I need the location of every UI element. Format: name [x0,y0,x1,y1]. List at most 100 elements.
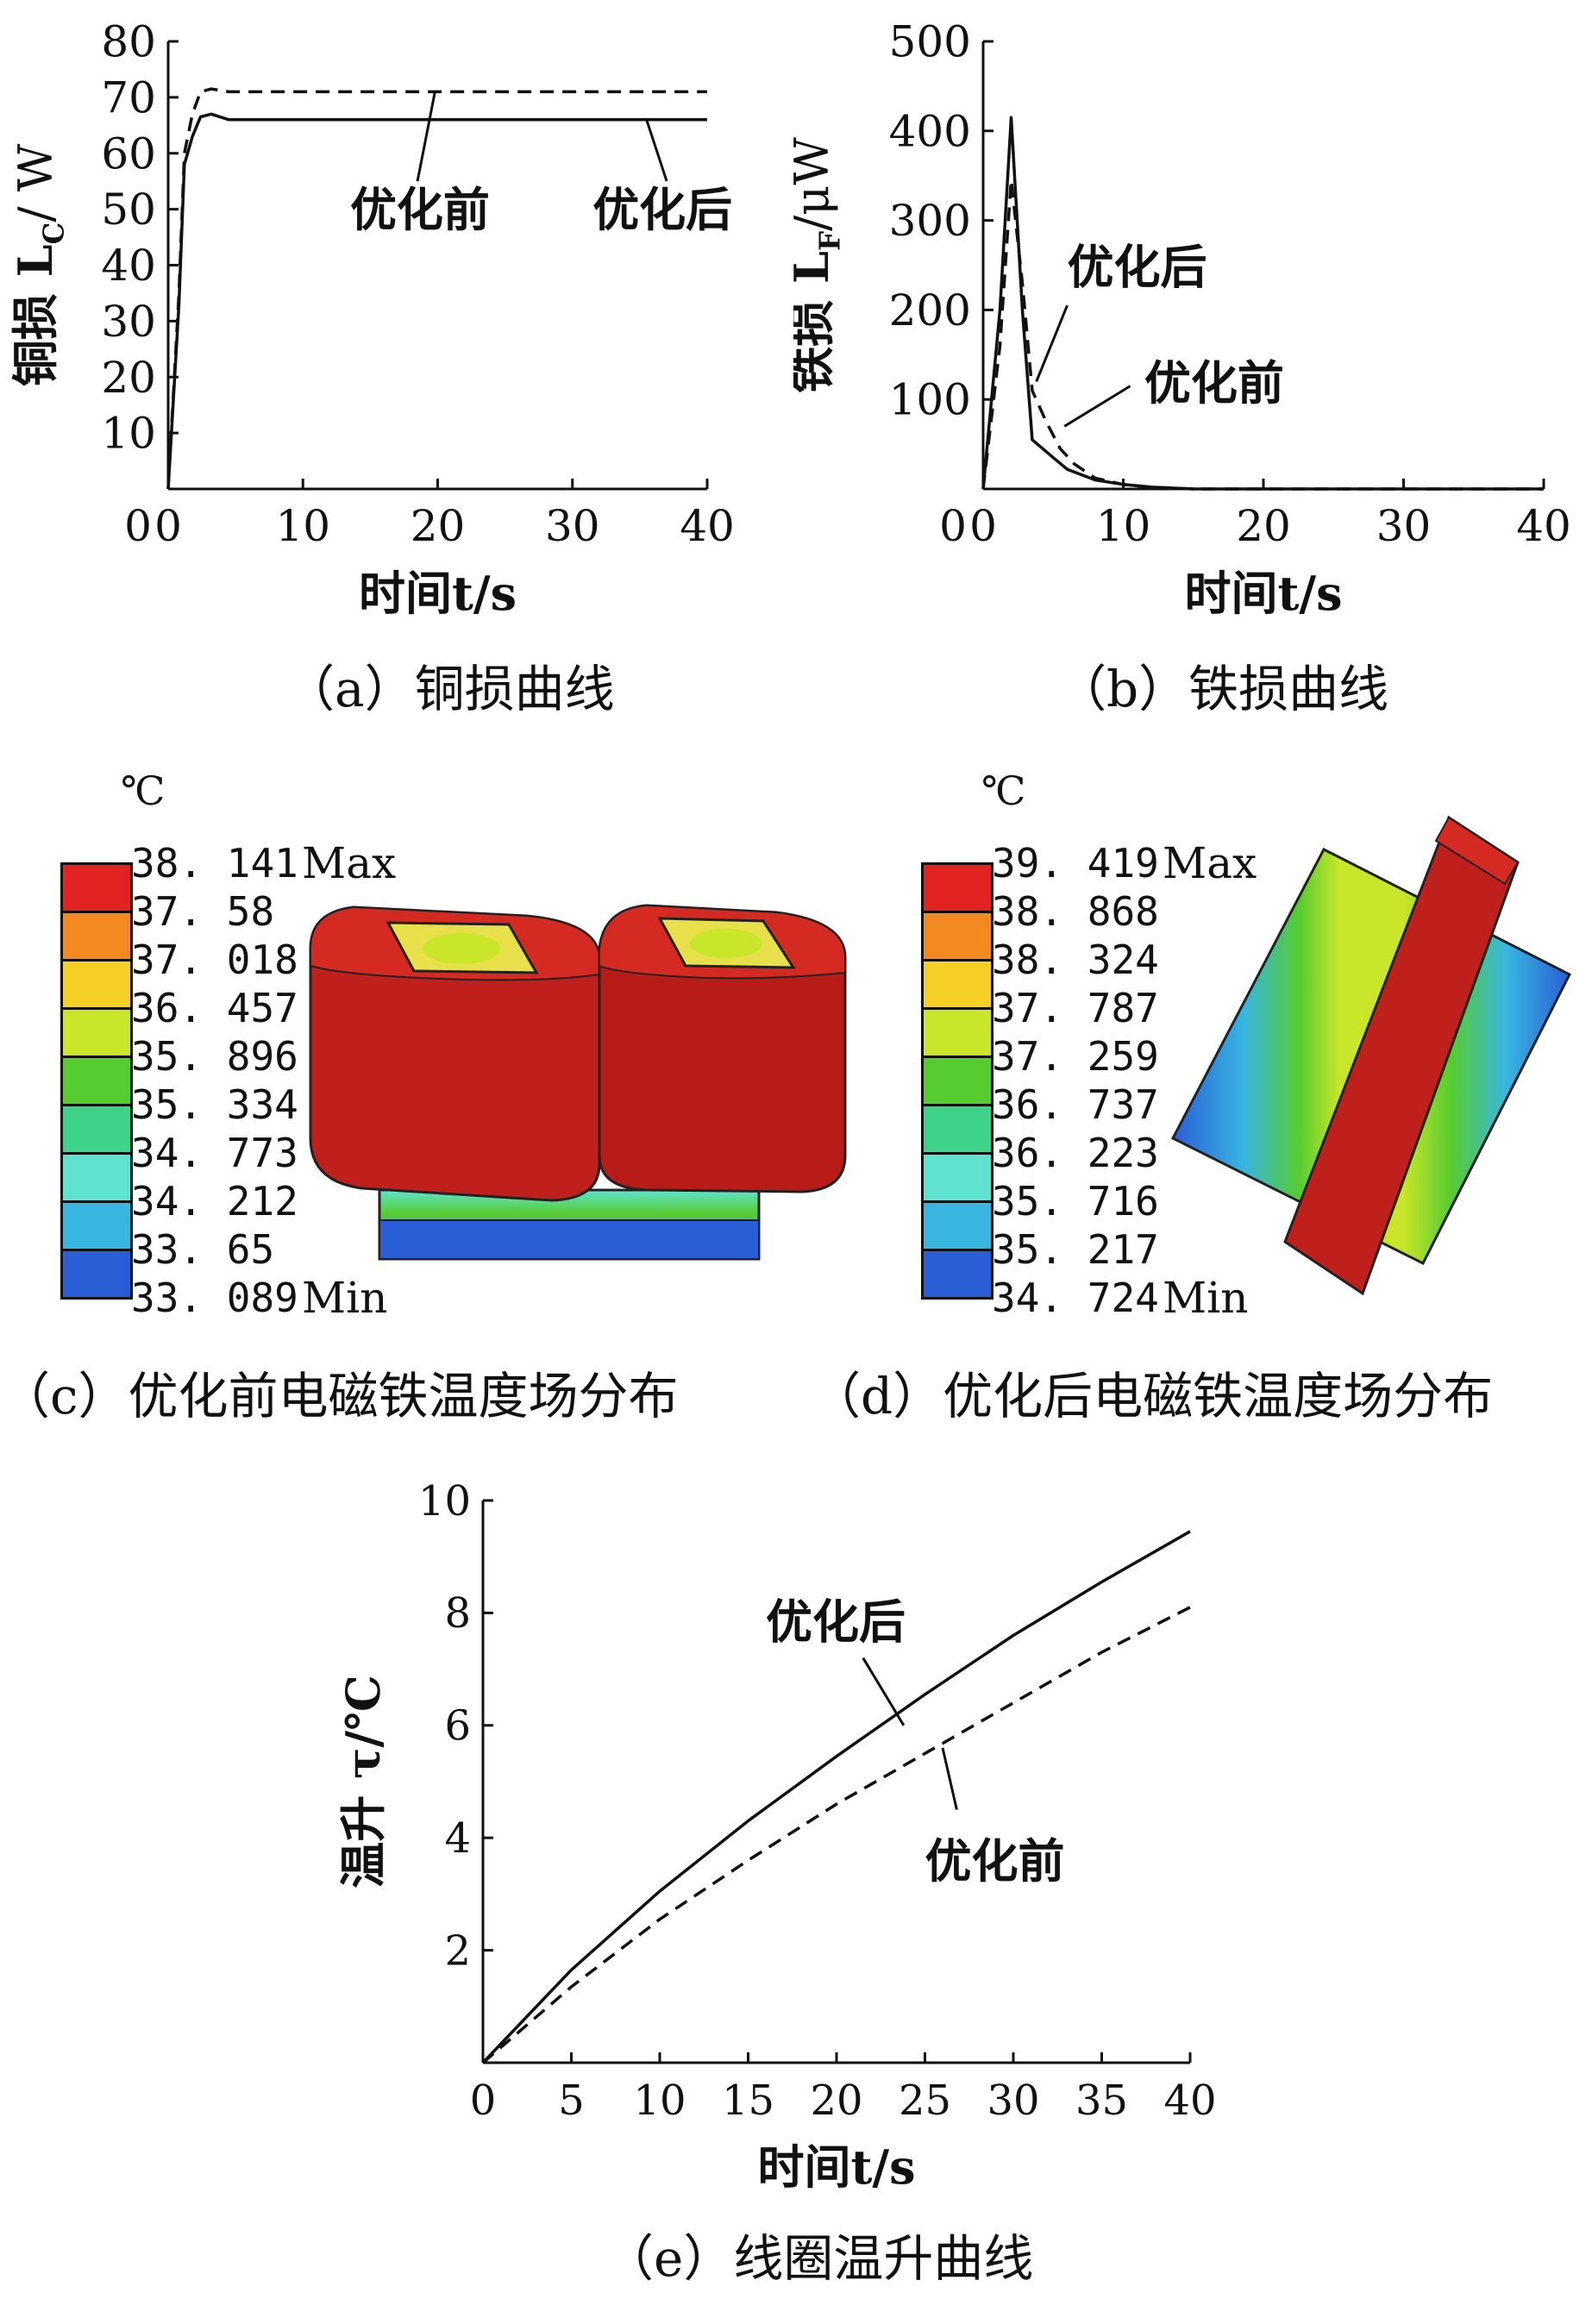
x-tick-label: 25 [899,2077,951,2125]
x-tick-label: 10 [1096,501,1151,551]
legend-max-label: Max [302,838,397,888]
annotation-label: 优化后 [766,1594,906,1650]
legend-swatch [60,1200,133,1251]
legend-max-label: Max [1163,838,1257,888]
series-line-1 [166,112,707,490]
x-tick-label: 30 [1376,501,1432,551]
x-tick-label: 15 [722,2077,774,2125]
legend-swatch [921,959,993,1010]
x-tick-label: 20 [1236,501,1291,551]
x-tick-label: 0 [939,501,967,551]
x-tick-label: 20 [411,501,466,551]
y-tick-label: 6 [444,1702,471,1751]
x-tick-label: 30 [987,2077,1039,2125]
legend-level: 37. 259 [992,1033,1159,1080]
caption-e: （e）线圈温升曲线 [604,2229,1034,2288]
legend-level: 35. 217 [992,1226,1159,1273]
x-tick-label: 40 [1163,2077,1216,2125]
y-tick-label: 20 [101,353,156,403]
legend-swatch [921,911,993,962]
x-tick-label: 40 [680,501,735,551]
caption-c: （c）优化前电磁铁温度场分布 [0,1367,679,1425]
x-tick-label: 20 [810,2077,862,2125]
y-tick-label: 80 [101,17,156,67]
legend-level: 35. 334 [131,1081,298,1128]
legend-unit: ℃ [981,767,1026,814]
legend-swatch [60,1104,133,1155]
annotation-leader [645,119,668,182]
y-axis-label: 铁损 LF/μW [793,137,847,393]
legend-level: 36. 457 [131,985,298,1031]
legend-level: 34. 773 [131,1130,298,1176]
y-tick-label: 400 [889,106,971,156]
annotation-leader [941,1747,958,1810]
y-tick-label: 40 [101,241,156,291]
x-tick-label: 10 [633,2077,686,2125]
annotation-leader [416,91,436,182]
legend-level: 33. 65 [131,1226,275,1273]
legend-level: 34. 212 [131,1178,298,1225]
annotation-leader [1063,385,1131,428]
x-tick-label: 0 [154,501,182,551]
x-tick-label: 10 [275,501,330,551]
y-tick-label: 60 [101,128,156,179]
legend-level: 37. 787 [992,985,1159,1031]
x-tick-label: 30 [545,501,600,551]
legend-level: 37. 018 [131,936,298,983]
series-line-1 [481,1606,1191,2064]
x-tick-label: 40 [1516,501,1571,551]
legend-level: 35. 896 [131,1033,298,1080]
x-tick-label: 0 [969,501,997,551]
legend-swatch [921,1104,993,1155]
magnet-after-render [1170,815,1572,1296]
legend-min-label: Min [302,1273,388,1323]
y-tick-label: 70 [101,72,156,122]
y-tick-label: 500 [889,17,971,67]
legend-level: 37. 58 [131,888,275,935]
legend-swatch [921,1152,993,1203]
annotation-label: 优化后 [1068,239,1207,294]
legend-level: 38. 324 [992,936,1159,983]
legend-level: 38. 141 [131,840,298,886]
y-axis-label: 温升 τ/℃ [335,1675,391,1889]
magnet-before-render [309,904,847,1261]
legend-swatch [60,1249,133,1300]
legend-level: 39. 419 [992,840,1159,886]
y-tick-label: 50 [101,185,156,235]
caption-a: （a）铜损曲线 [285,660,615,718]
y-tick-label: 2 [444,1926,471,1975]
x-axis-label: 时间t/s [359,566,517,621]
legend-level: 35. 716 [992,1178,1159,1225]
caption-b: （b）铁损曲线 [1056,660,1389,718]
y-tick-label: 4 [444,1814,471,1863]
x-axis-label: 时间t/s [757,2139,915,2195]
legend-swatch [921,862,993,913]
legend-swatch [921,1056,993,1106]
legend-swatch [921,1007,993,1058]
annotation-label: 优化后 [592,182,732,237]
legend-level: 38. 868 [992,888,1159,935]
annotation-label: 优化前 [925,1833,1065,1889]
y-tick-label: 8 [444,1589,471,1638]
legend-swatch [60,959,133,1010]
y-tick-label: 30 [101,297,156,347]
legend-swatch [60,1007,133,1058]
x-tick-label: 0 [470,2077,497,2125]
y-tick-label: 10 [101,409,156,459]
legend-swatch [60,911,133,962]
legend-level: 36. 737 [992,1081,1159,1128]
annotation-leader [1035,304,1069,383]
legend-level: 34. 724 [992,1275,1159,1321]
annotation-label: 优化前 [350,182,490,237]
y-tick-label: 300 [889,196,971,246]
caption-d: （d）优化后电磁铁温度场分布 [811,1367,1494,1425]
legend-swatch [921,1249,993,1300]
annotation-label: 优化前 [1144,355,1284,410]
series-line-0 [166,87,707,490]
temperature-legend-before: ℃ 38. 141 37. 58 37. 018 36. 457 35. 896 35. 3… [60,767,423,1323]
legend-min-label: Min [1163,1273,1249,1323]
x-tick-label: 5 [558,2077,585,2125]
y-axis-label: 铜损 LC/ W [8,143,71,386]
